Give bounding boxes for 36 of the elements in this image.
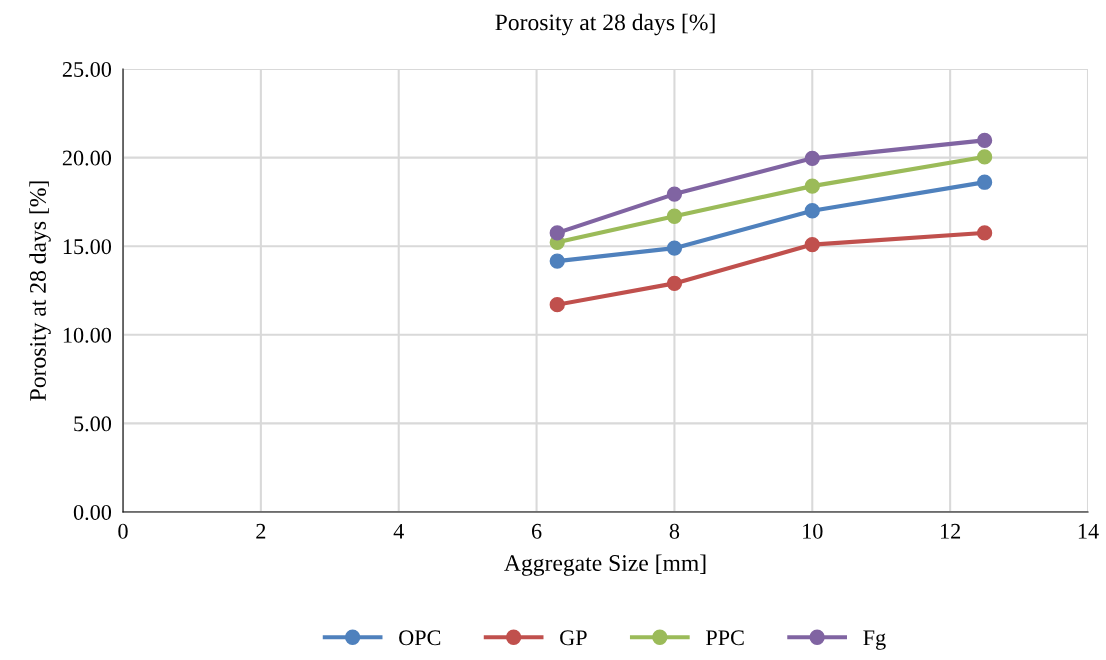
x-tick-label: 12 (940, 523, 961, 539)
point (976, 225, 993, 241)
point (976, 174, 993, 190)
y-tick-label: 15.00 (63, 239, 112, 255)
point (804, 203, 820, 219)
legend-label: Fg (863, 630, 886, 650)
y-axis-title: Porosity at 28 days [%] (29, 181, 51, 401)
y-tick-label: 0.00 (73, 504, 112, 521)
legend-label: PPC (706, 630, 744, 646)
point (976, 132, 993, 149)
point (549, 253, 565, 269)
point (976, 149, 993, 165)
x-tick-label: 4 (393, 523, 404, 539)
legend-label: GP (560, 630, 587, 646)
point (666, 240, 683, 256)
point (666, 208, 683, 224)
point (549, 297, 565, 313)
y-tick-label: 25.00 (62, 61, 112, 78)
legend-label: OPC (399, 630, 441, 646)
point (804, 236, 820, 253)
y-tick-label: 20.00 (62, 150, 112, 166)
y-tick-label: 5.00 (74, 416, 112, 432)
x-tick-label: 6 (531, 523, 542, 539)
point (804, 150, 820, 166)
x-tick-label: 8 (669, 523, 680, 539)
point (666, 275, 683, 292)
x-tick-label: 0 (118, 523, 128, 539)
chart-title: Porosity at 28 days [%] (495, 13, 715, 36)
x-tick-label: 14 (1078, 523, 1099, 539)
x-tick-label: 2 (256, 523, 266, 539)
y-tick-label: 10.00 (63, 327, 112, 343)
x-axis-title: Aggregate Size [mm] (504, 554, 706, 576)
point (804, 178, 820, 194)
point (549, 225, 565, 241)
point (666, 186, 683, 202)
x-tick-label: 10 (803, 523, 823, 539)
